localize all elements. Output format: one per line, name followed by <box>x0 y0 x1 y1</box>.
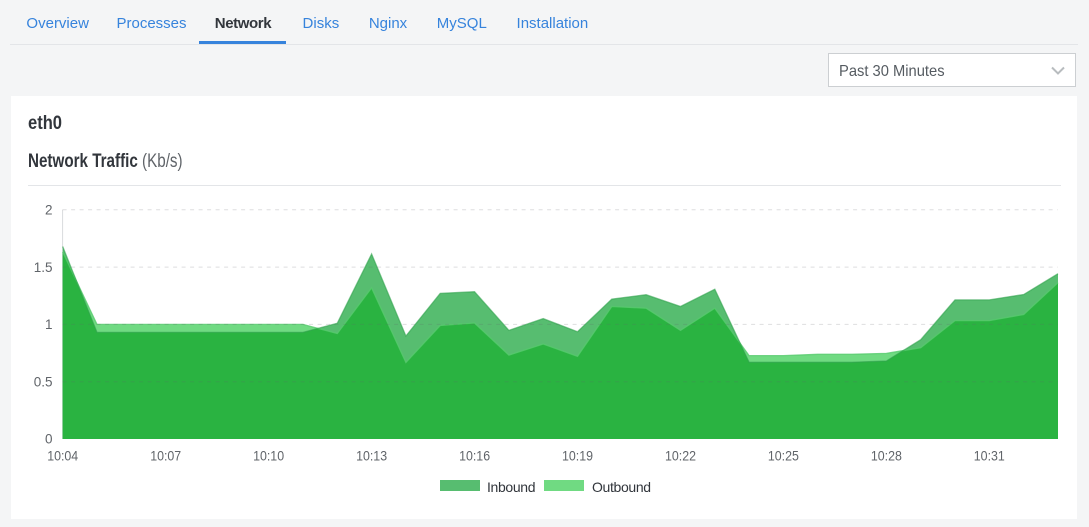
svg-text:1.5: 1.5 <box>34 260 53 275</box>
svg-text:10:25: 10:25 <box>768 448 799 463</box>
svg-text:10:28: 10:28 <box>871 448 902 463</box>
svg-text:10:13: 10:13 <box>356 448 387 463</box>
svg-text:10:07: 10:07 <box>150 448 181 463</box>
svg-text:10:31: 10:31 <box>974 448 1005 463</box>
svg-text:10:16: 10:16 <box>459 448 490 463</box>
svg-text:0: 0 <box>45 432 53 447</box>
svg-text:2: 2 <box>45 203 53 218</box>
svg-text:10:22: 10:22 <box>665 448 696 463</box>
svg-text:10:19: 10:19 <box>562 448 593 463</box>
svg-text:10:04: 10:04 <box>47 448 78 463</box>
svg-text:0.5: 0.5 <box>34 374 53 389</box>
svg-text:1: 1 <box>45 317 53 332</box>
svg-text:10:10: 10:10 <box>253 448 284 463</box>
